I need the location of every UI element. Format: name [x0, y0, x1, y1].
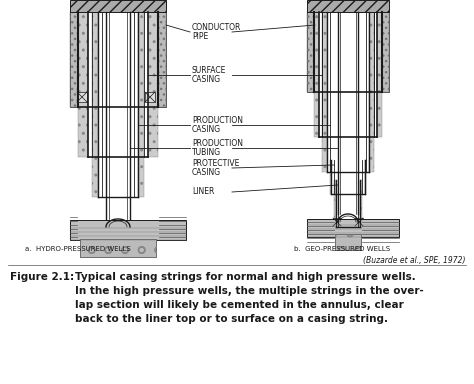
- Bar: [314, 12, 319, 137]
- Bar: [148, 12, 158, 157]
- Bar: [145, 92, 155, 102]
- Bar: [382, 12, 389, 92]
- Bar: [92, 12, 98, 197]
- Bar: [334, 180, 336, 227]
- Bar: [158, 12, 166, 107]
- Bar: [360, 180, 362, 227]
- Bar: [70, 12, 78, 107]
- Text: Typical casing strings for normal and high pressure wells.: Typical casing strings for normal and hi…: [75, 272, 416, 282]
- Text: PRODUCTION
TUBING: PRODUCTION TUBING: [192, 139, 243, 157]
- Bar: [307, 12, 314, 92]
- Text: LINER: LINER: [192, 187, 214, 197]
- Bar: [335, 234, 361, 250]
- Bar: [334, 180, 336, 227]
- Text: (Buzarde et al., SPE, 1972): (Buzarde et al., SPE, 1972): [364, 256, 466, 265]
- Bar: [369, 12, 374, 172]
- Bar: [377, 12, 382, 137]
- Bar: [307, 0, 389, 12]
- Text: PRODUCTION
CASING: PRODUCTION CASING: [192, 116, 243, 134]
- Bar: [70, 12, 78, 107]
- Bar: [322, 12, 327, 172]
- Text: a.  HYDRO-PRESSURED WELLS: a. HYDRO-PRESSURED WELLS: [25, 246, 131, 252]
- Bar: [333, 218, 341, 226]
- Bar: [80, 239, 156, 257]
- Bar: [335, 234, 361, 250]
- Bar: [70, 220, 186, 240]
- Bar: [365, 160, 366, 194]
- Bar: [377, 12, 382, 137]
- Bar: [307, 219, 399, 237]
- Bar: [382, 12, 389, 92]
- Bar: [70, 0, 166, 12]
- Bar: [80, 239, 156, 257]
- Bar: [360, 180, 362, 227]
- Bar: [314, 12, 319, 137]
- Text: SURFACE
CASING: SURFACE CASING: [192, 66, 227, 84]
- Bar: [330, 160, 331, 194]
- Text: lap section will likely be cemented in the annulus, clear: lap section will likely be cemented in t…: [75, 300, 404, 310]
- Bar: [138, 12, 144, 197]
- Bar: [138, 12, 144, 197]
- Bar: [369, 12, 374, 172]
- Text: b.  GEO-PRESSURED WELLS: b. GEO-PRESSURED WELLS: [294, 246, 390, 252]
- Text: back to the liner top or to surface on a casing string.: back to the liner top or to surface on a…: [75, 314, 388, 324]
- Text: Figure 2.1:: Figure 2.1:: [10, 272, 74, 282]
- Text: In the high pressure wells, the multiple strings in the over-: In the high pressure wells, the multiple…: [75, 286, 424, 296]
- Text: CONDUCTOR
PIPE: CONDUCTOR PIPE: [192, 23, 241, 41]
- Bar: [78, 12, 88, 157]
- Bar: [78, 12, 88, 157]
- Bar: [330, 160, 331, 194]
- Bar: [355, 218, 363, 226]
- Bar: [365, 160, 366, 194]
- Bar: [158, 12, 166, 107]
- Bar: [148, 12, 158, 157]
- Bar: [322, 12, 327, 172]
- Bar: [92, 12, 98, 197]
- Text: PROTECTIVE
CASING: PROTECTIVE CASING: [192, 159, 239, 177]
- Bar: [77, 92, 87, 102]
- Bar: [307, 12, 314, 92]
